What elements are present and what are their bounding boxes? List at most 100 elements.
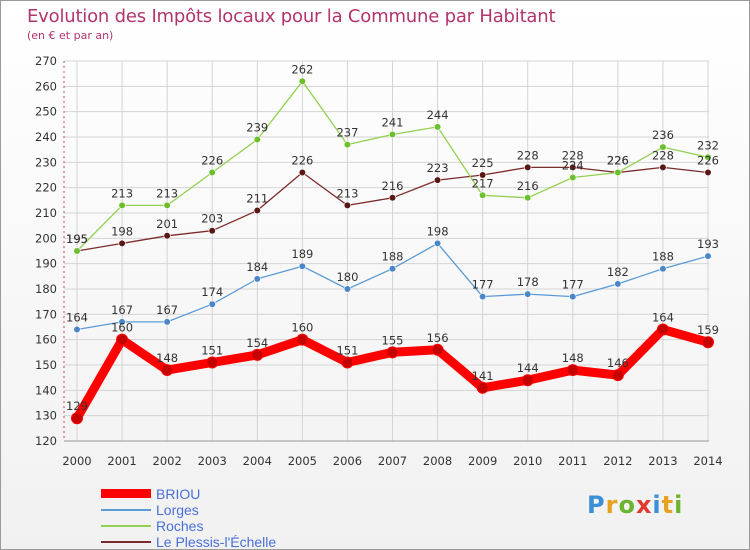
y-tick-label: 120 [35, 434, 57, 448]
data-point-roches [433, 123, 442, 131]
data-point-lorges [73, 325, 81, 334]
data-label-briou: 156 [427, 331, 449, 345]
data-point-le-plessis-l-chelle [118, 239, 126, 247]
y-tick-label: 160 [35, 333, 57, 347]
legend-swatch-lorges [101, 509, 151, 511]
data-label-lorges: 164 [66, 311, 88, 325]
data-label-roches: 213 [111, 186, 133, 200]
data-point-roches [704, 153, 712, 161]
data-point-lorges [614, 280, 622, 288]
logo-letter: x [635, 491, 653, 519]
x-tick-label: 2011 [558, 454, 587, 468]
data-label-briou: 148 [562, 351, 584, 365]
data-point-briou [251, 348, 264, 361]
y-tick-label: 220 [35, 181, 57, 195]
x-tick-label: 2003 [198, 454, 227, 468]
x-tick-label: 2001 [107, 454, 136, 468]
data-label-le-plessis-l-chelle: 228 [562, 148, 584, 162]
data-point-lorges [343, 285, 352, 293]
data-label-lorges: 180 [336, 270, 358, 284]
data-point-lorges [524, 290, 532, 298]
data-label-lorges: 178 [517, 275, 539, 289]
x-tick-label: 2009 [468, 454, 497, 468]
data-label-lorges: 193 [697, 237, 719, 251]
data-label-briou: 154 [246, 336, 268, 350]
data-label-roches: 262 [291, 62, 313, 76]
y-tick-label: 240 [35, 130, 57, 144]
data-point-lorges [163, 318, 171, 326]
data-label-lorges: 174 [201, 285, 223, 299]
data-point-le-plessis-l-chelle [433, 176, 442, 184]
data-point-briou [702, 336, 714, 349]
data-point-roches [73, 247, 81, 255]
data-label-le-plessis-l-chelle: 198 [111, 224, 133, 238]
data-point-lorges [253, 275, 261, 283]
data-label-roches: 224 [562, 159, 584, 173]
data-label-lorges: 184 [246, 260, 268, 274]
data-point-le-plessis-l-chelle [479, 171, 487, 179]
data-point-roches [163, 201, 171, 209]
data-label-lorges: 198 [427, 224, 449, 238]
logo-letter: t [661, 491, 675, 519]
data-label-briou: 141 [472, 369, 494, 383]
data-point-briou [206, 356, 219, 369]
data-label-lorges: 167 [111, 303, 133, 317]
x-tick-label: 2012 [603, 454, 632, 468]
data-label-lorges: 188 [652, 250, 674, 264]
chart-subtitle: (en € et par an) [27, 29, 114, 42]
data-label-briou: 144 [517, 361, 539, 375]
data-label-briou: 164 [652, 311, 674, 325]
data-point-roches [659, 143, 667, 151]
y-tick-label: 200 [35, 231, 57, 245]
data-label-roches: 217 [472, 176, 494, 190]
data-label-le-plessis-l-chelle: 226 [291, 153, 313, 167]
legend-swatch-briou [101, 489, 151, 498]
legend-label-briou: BRIOU [156, 486, 201, 502]
data-point-briou [566, 364, 579, 377]
data-point-lorges [298, 262, 306, 270]
legend-swatch-le-plessis [101, 541, 151, 543]
data-label-roches: 232 [697, 138, 719, 152]
x-tick-label: 2013 [648, 454, 677, 468]
data-point-roches [343, 141, 352, 149]
data-point-lorges [704, 252, 712, 260]
data-label-roches: 226 [607, 153, 629, 167]
data-point-briou [161, 364, 174, 377]
y-tick-label: 170 [35, 307, 57, 321]
data-label-briou: 155 [382, 333, 404, 347]
data-label-briou: 159 [697, 323, 719, 337]
data-label-lorges: 177 [472, 278, 494, 292]
data-label-briou: 151 [336, 343, 358, 357]
data-point-briou [656, 323, 669, 336]
logo-letter: r [605, 491, 619, 519]
x-tick-label: 2004 [243, 454, 272, 468]
data-label-briou: 151 [201, 343, 223, 357]
chart-title: Evolution des Impôts locaux pour la Comm… [27, 6, 556, 27]
data-point-le-plessis-l-chelle [163, 232, 171, 240]
y-tick-label: 230 [35, 155, 57, 169]
data-label-briou: 129 [66, 399, 88, 413]
y-tick-label: 190 [35, 257, 57, 271]
legend-label-lorges: Lorges [156, 502, 199, 518]
series-lines [71, 77, 714, 425]
data-label-le-plessis-l-chelle: 201 [156, 217, 178, 231]
data-label-le-plessis-l-chelle: 225 [472, 156, 494, 170]
data-point-briou [431, 343, 444, 356]
data-label-roches: 213 [156, 186, 178, 200]
data-point-briou [611, 369, 624, 382]
data-label-le-plessis-l-chelle: 226 [607, 153, 629, 167]
data-label-le-plessis-l-chelle: 228 [652, 148, 674, 162]
data-point-le-plessis-l-chelle [569, 163, 577, 171]
data-label-le-plessis-l-chelle: 203 [201, 212, 223, 226]
data-label-briou: 160 [291, 321, 313, 335]
x-tick-label: 2010 [513, 454, 542, 468]
data-label-roches: 241 [382, 115, 404, 129]
data-label-briou: 146 [607, 356, 629, 370]
data-label-lorges: 189 [291, 247, 313, 261]
proxiti-logo: Proxiti [587, 491, 683, 519]
data-point-briou [116, 333, 129, 346]
data-label-roches: 244 [427, 108, 449, 122]
legend-label-roches: Roches [156, 518, 204, 534]
